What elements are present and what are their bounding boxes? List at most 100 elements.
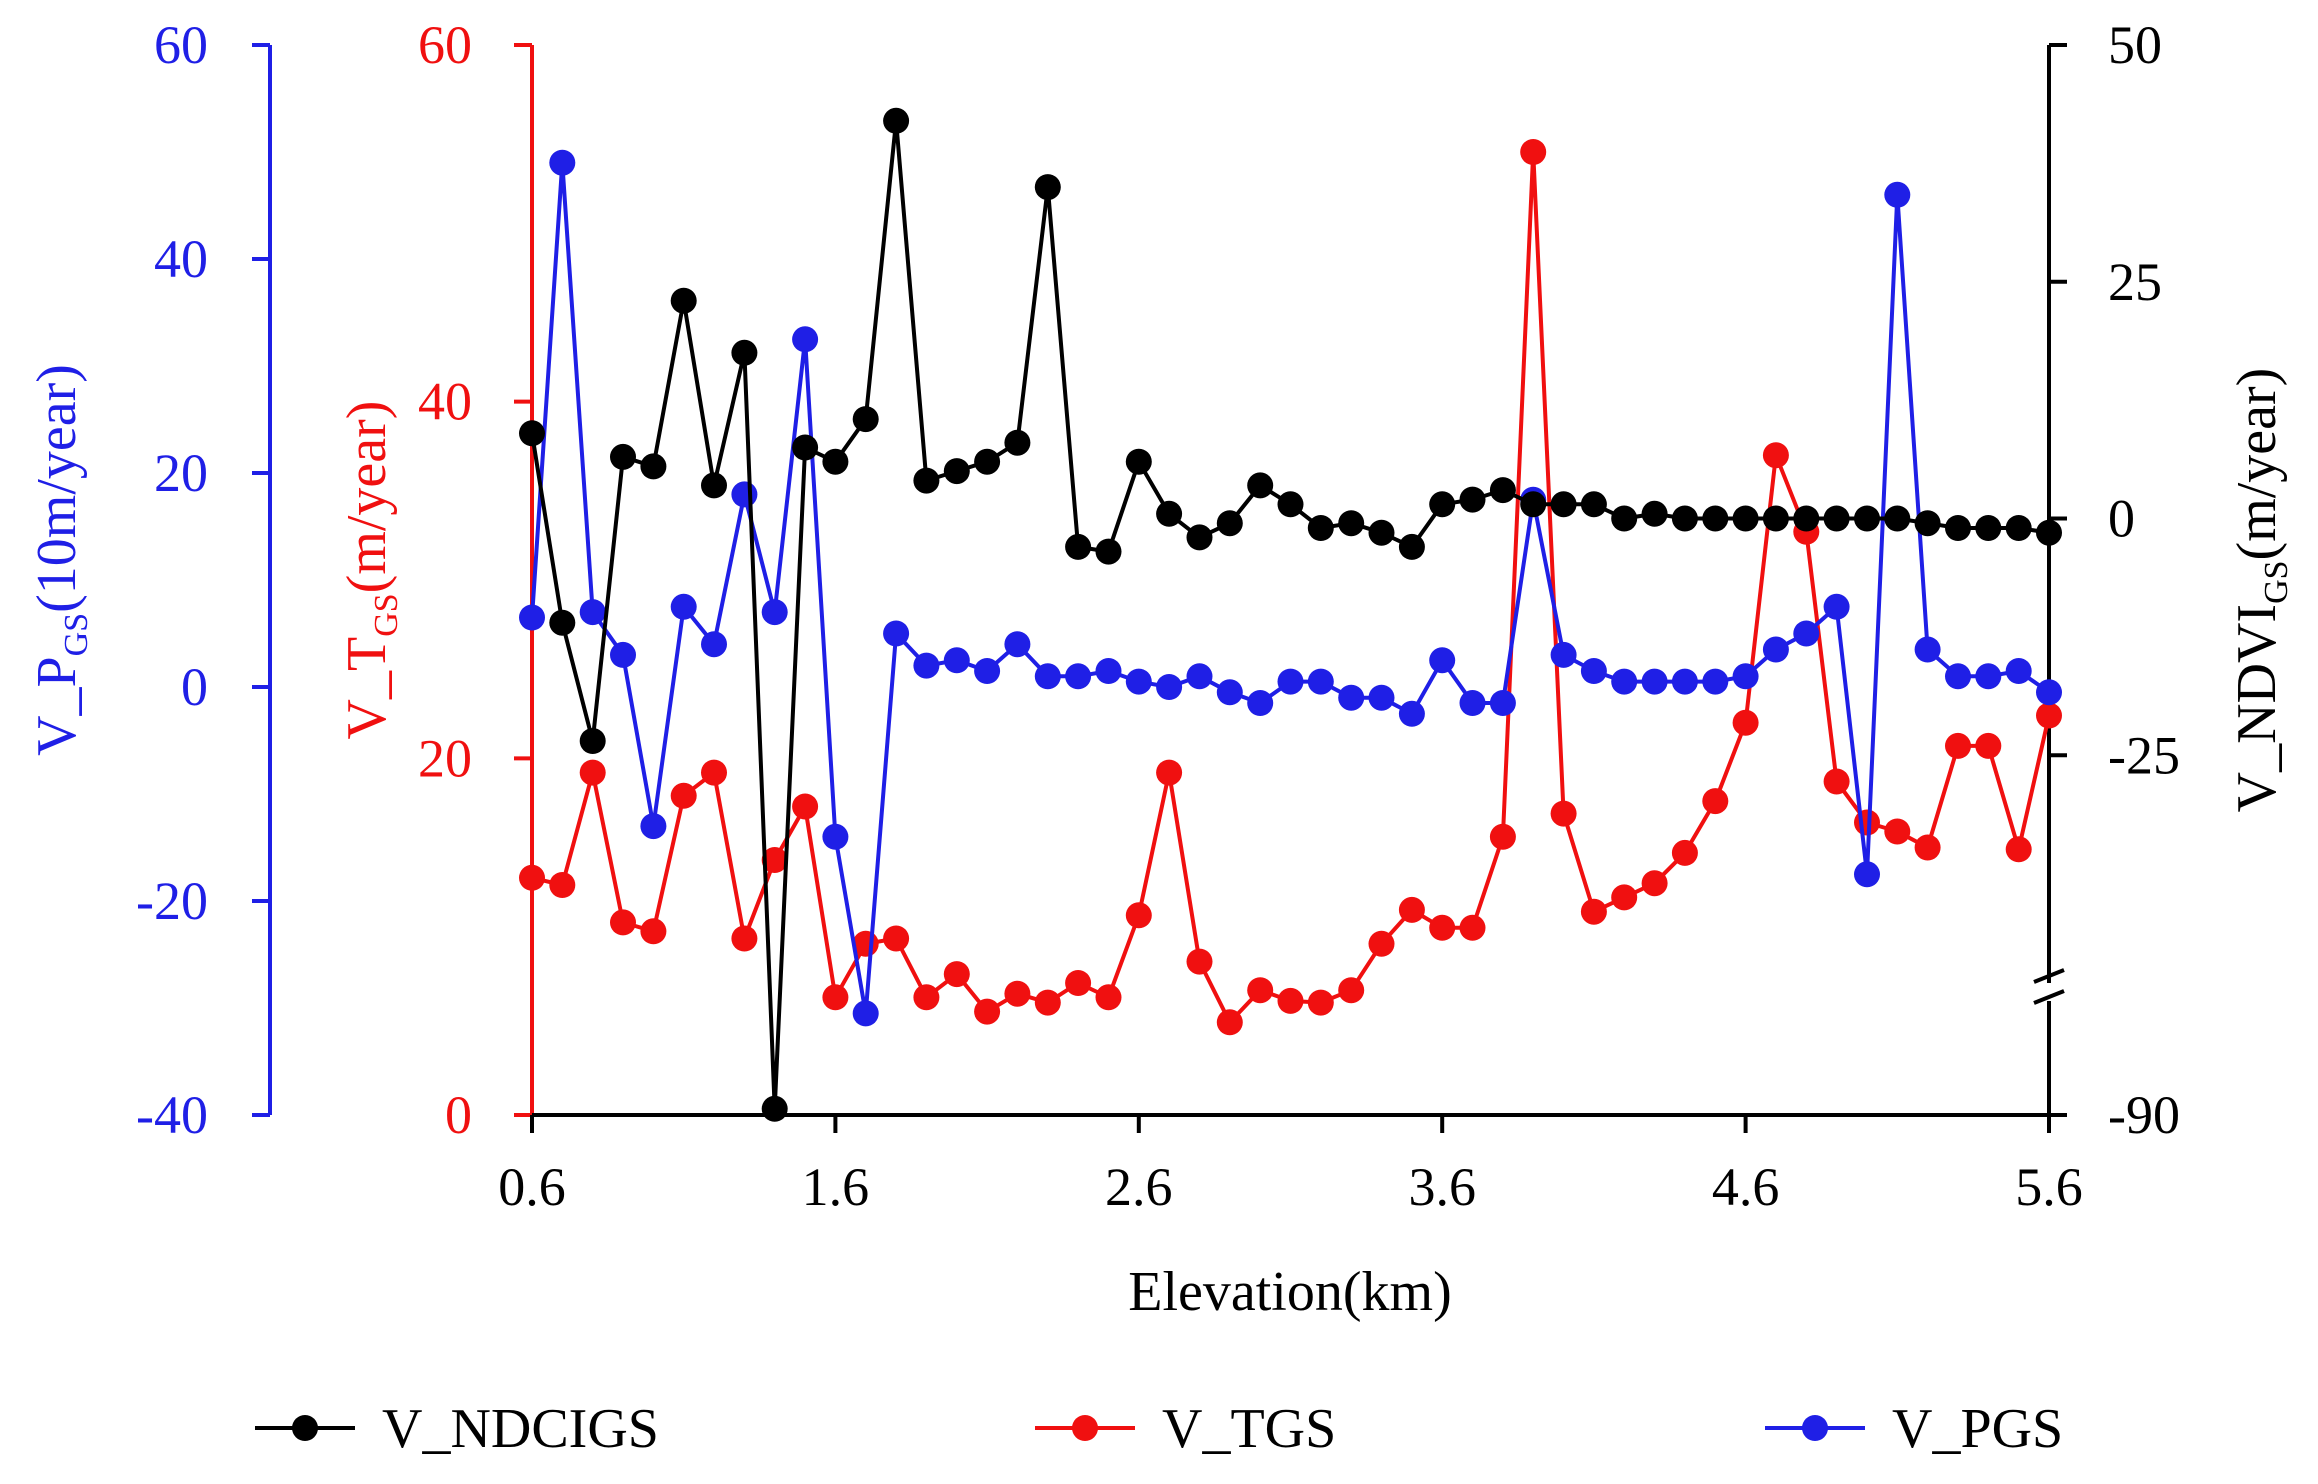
series-v-pgs <box>519 149 2062 1027</box>
data-point-v-tgs <box>1762 442 1789 469</box>
data-point-v-pgs <box>1368 684 1395 711</box>
blue-tick-label: 20 <box>154 443 208 503</box>
data-point-v-ndcigs <box>549 609 576 636</box>
data-point-v-ndcigs <box>822 448 849 475</box>
data-point-v-pgs <box>1854 861 1880 888</box>
data-point-v-tgs <box>1975 732 2002 759</box>
data-point-v-ndcigs <box>1580 491 1607 518</box>
red-tick-label: 20 <box>418 728 472 788</box>
data-point-v-ndcigs <box>1671 505 1698 532</box>
data-point-v-pgs <box>1186 663 1213 690</box>
data-point-v-ndcigs <box>701 472 727 499</box>
data-point-v-pgs <box>1611 668 1638 695</box>
data-point-v-pgs <box>1125 668 1152 695</box>
data-point-v-tgs <box>1307 989 1334 1016</box>
x-axis-title: Elevation(km) <box>1128 1261 1451 1323</box>
legend-item-tgs: V_TGS <box>1035 1398 1336 1460</box>
legend-label-ndcigs: V_NDCIGS <box>382 1398 659 1460</box>
data-point-v-pgs <box>1338 684 1365 711</box>
series-v-ndcigs <box>519 107 2062 1122</box>
black-axis-title: V_NDVIGS(m/year) <box>2226 368 2295 813</box>
data-point-v-ndcigs <box>731 339 758 366</box>
data-point-v-tgs <box>670 782 697 809</box>
data-point-v-ndcigs <box>1307 515 1334 541</box>
data-point-v-ndcigs <box>1156 500 1183 527</box>
data-point-v-tgs <box>701 759 727 786</box>
data-point-v-tgs <box>761 847 788 873</box>
x-tick-label: 0.6 <box>498 1157 566 1217</box>
data-point-v-ndcigs <box>1793 505 1820 532</box>
data-point-v-tgs <box>2005 836 2032 863</box>
data-point-v-pgs <box>1702 668 1729 695</box>
black-tick-label: 0 <box>2108 489 2135 549</box>
data-point-v-pgs <box>1671 668 1698 695</box>
red-tick-label: 40 <box>418 372 472 432</box>
data-point-v-ndcigs <box>1095 538 1122 565</box>
blue-tick-label: -40 <box>136 1085 208 1145</box>
data-point-v-tgs <box>1429 914 1456 941</box>
data-point-v-ndcigs <box>1975 515 2002 541</box>
data-point-v-pgs <box>1884 181 1911 208</box>
data-point-v-tgs <box>1945 732 1971 759</box>
data-point-v-pgs <box>1975 663 2002 690</box>
data-point-v-pgs <box>640 813 667 840</box>
data-point-v-ndcigs <box>519 420 545 447</box>
data-point-v-ndcigs <box>1762 505 1789 532</box>
data-point-v-tgs <box>1732 709 1759 736</box>
data-point-v-tgs <box>1611 884 1638 911</box>
black-tick-label: -25 <box>2108 725 2180 785</box>
x-axis-ticks: 0.6 1.6 2.6 3.6 4.6 5.6 <box>498 1115 2083 1217</box>
data-point-v-tgs <box>1489 823 1516 850</box>
data-point-v-tgs <box>1823 768 1850 795</box>
data-point-v-tgs <box>579 759 606 786</box>
legend-marker-tgs <box>1072 1415 1098 1441</box>
data-point-v-tgs <box>1671 839 1698 866</box>
data-point-v-pgs <box>852 1000 879 1027</box>
data-point-v-pgs <box>1398 700 1425 727</box>
data-point-v-tgs <box>1247 977 1274 1004</box>
data-point-v-tgs <box>1125 902 1152 929</box>
data-point-v-ndcigs <box>640 453 667 480</box>
legend-marker-pgs <box>1802 1415 1828 1441</box>
blue-tick-label: 60 <box>154 15 208 75</box>
x-tick-label: 2.6 <box>1105 1157 1173 1217</box>
blue-axis-title: V_PGS(10m/year) <box>26 364 95 756</box>
data-point-v-ndcigs <box>1945 515 1971 541</box>
data-point-v-pgs <box>1247 690 1274 716</box>
data-point-v-ndcigs <box>1034 174 1061 201</box>
red-axis-title: V_TGS(m/year) <box>336 401 405 740</box>
data-point-v-pgs <box>2005 658 2032 684</box>
data-point-v-pgs <box>883 620 910 647</box>
data-point-v-tgs <box>1884 818 1911 845</box>
data-point-v-tgs <box>1914 834 1941 861</box>
data-point-v-pgs <box>549 149 576 176</box>
legend-item-ndcigs: V_NDCIGS <box>255 1398 659 1460</box>
data-point-v-tgs <box>792 793 819 820</box>
data-point-v-pgs <box>2036 679 2062 706</box>
x-tick-label: 5.6 <box>2015 1157 2083 1217</box>
data-point-v-tgs <box>1216 1009 1243 1036</box>
data-point-v-pgs <box>610 641 636 668</box>
data-point-v-pgs <box>519 604 545 631</box>
data-point-v-tgs <box>731 925 758 952</box>
data-point-v-pgs <box>1216 679 1243 706</box>
data-point-v-tgs <box>1520 139 1547 165</box>
data-point-v-ndcigs <box>2005 515 2032 541</box>
data-point-v-ndcigs <box>2036 519 2062 546</box>
data-point-v-pgs <box>701 631 727 658</box>
data-point-v-pgs <box>670 593 697 620</box>
data-point-v-tgs <box>519 864 545 891</box>
data-point-v-ndcigs <box>1550 491 1577 518</box>
red-tick-label: 60 <box>418 15 472 75</box>
data-point-v-pgs <box>1550 641 1577 668</box>
data-point-v-pgs <box>1429 647 1456 674</box>
data-point-v-ndcigs <box>1854 505 1880 532</box>
x-tick-label: 4.6 <box>1712 1157 1780 1217</box>
legend-label-tgs: V_TGS <box>1162 1398 1336 1460</box>
data-point-v-pgs <box>761 599 788 626</box>
black-axis-ticks: -90 -25 0 25 50 <box>2049 15 2180 1145</box>
data-point-v-tgs <box>913 984 940 1011</box>
blue-axis-ticks: -40 -20 0 20 40 60 <box>136 15 270 1145</box>
data-point-v-pgs <box>1823 593 1850 620</box>
data-point-v-tgs <box>640 918 667 945</box>
